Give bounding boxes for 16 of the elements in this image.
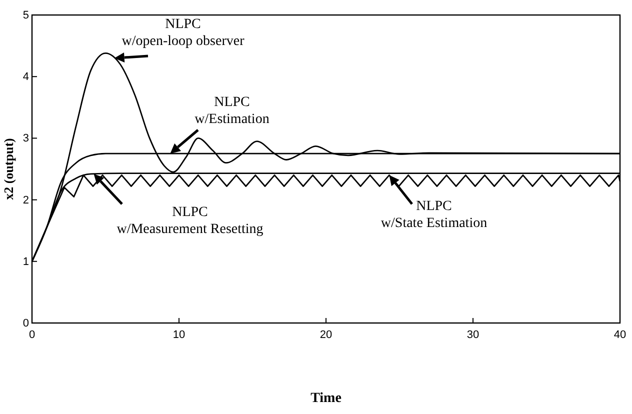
x-tick-label: 20 — [320, 329, 332, 342]
x-axis-title: Time — [310, 391, 342, 406]
y-tick-label: 3 — [22, 132, 29, 145]
x-tick-label: 30 — [466, 329, 480, 342]
y-tick-label: 1 — [22, 256, 29, 268]
annotation: NLPC w/Measurement Resetting — [116, 205, 264, 237]
annotation: NLPC w/Estimation — [194, 95, 270, 127]
annotation: NLPC w/State Estimation — [380, 199, 488, 231]
y-tick-label: 5 — [22, 10, 29, 22]
y-axis-title: x2 (output) — [1, 138, 16, 200]
x-tick-label: 10 — [172, 329, 186, 342]
y-tick-label: 4 — [22, 71, 29, 84]
x-tick-label: 40 — [614, 329, 626, 342]
y-tick-label: 0 — [22, 318, 29, 330]
annotation: NLPC w/open-loop observer — [122, 17, 245, 49]
y-tick-label: 2 — [22, 194, 29, 206]
